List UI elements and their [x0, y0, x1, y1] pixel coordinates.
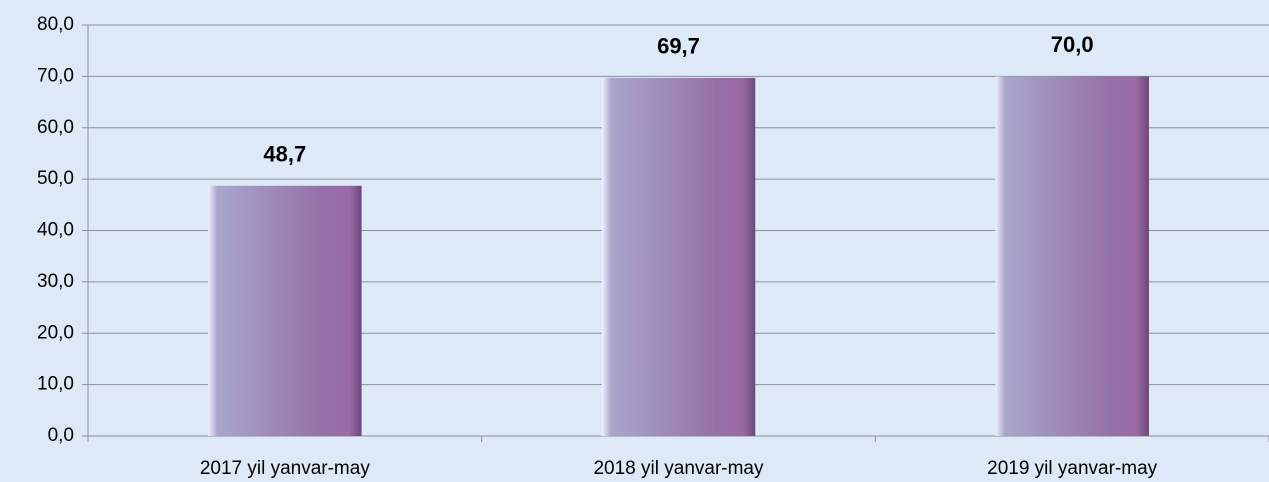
value-label: 70,0	[1051, 32, 1094, 57]
value-label: 48,7	[263, 142, 306, 167]
y-tick-label: 60,0	[37, 117, 74, 138]
bar	[601, 77, 756, 436]
y-tick-label: 50,0	[37, 168, 74, 189]
x-tick-label: 2019 yil yanvar-may	[987, 458, 1158, 479]
y-tick-label: 30,0	[37, 271, 74, 292]
value-label: 69,7	[657, 34, 700, 59]
y-tick-label: 0,0	[48, 425, 74, 446]
y-tick-label: 80,0	[37, 14, 74, 35]
x-tick-label: 2018 yil yanvar-may	[593, 458, 764, 479]
y-tick-label: 10,0	[37, 374, 74, 395]
bar	[995, 76, 1149, 436]
y-tick-label: 20,0	[37, 322, 74, 343]
bar	[208, 185, 362, 436]
y-tick-label: 40,0	[37, 220, 74, 241]
x-tick-label: 2017 yil yanvar-may	[200, 458, 371, 479]
y-tick-label: 70,0	[37, 65, 74, 86]
